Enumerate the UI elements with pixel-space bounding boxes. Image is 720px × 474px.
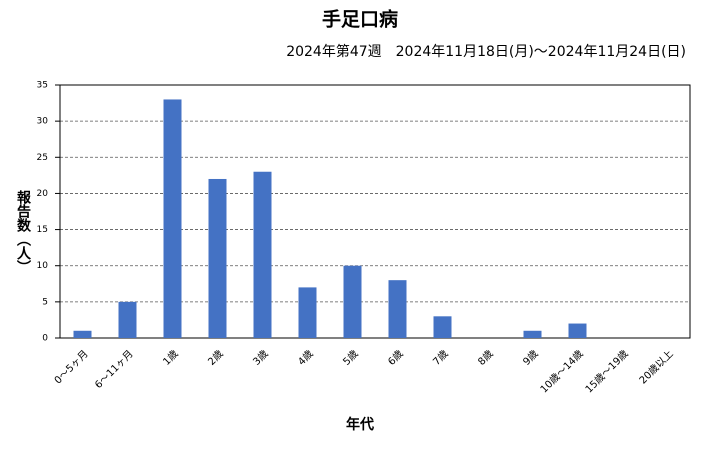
y-tick-label: 25 [37, 153, 48, 163]
x-tick-label: 4歳 [296, 348, 316, 368]
x-tick-label: 20歳以上 [637, 348, 676, 387]
chart-subtitle: 2024年第47週 2024年11月18日(月)～2024年11月24日(日) [286, 43, 686, 60]
x-tick-label: 5歳 [341, 348, 361, 368]
bar [298, 287, 317, 338]
bar [208, 178, 227, 338]
x-tick-label: 0～5ヶ月 [52, 348, 91, 387]
x-tick-label: 7歳 [431, 348, 451, 368]
x-tick-label: 3歳 [251, 348, 271, 368]
bar [568, 323, 587, 338]
y-tick-label: 10 [37, 261, 49, 271]
x-tick-label: 6～11ヶ月 [93, 348, 136, 391]
y-tick-label: 20 [37, 189, 49, 199]
y-tick-label: 30 [37, 117, 49, 127]
x-tick-label: 9歳 [521, 348, 541, 368]
x-tick-label: 6歳 [386, 348, 406, 368]
x-tick-label: 15歳～19歳 [583, 348, 631, 396]
bar [253, 171, 272, 338]
y-tick-label: 15 [37, 225, 48, 235]
bar [73, 330, 92, 338]
y-axis-label: 報告数（人） [15, 189, 32, 274]
x-tick-label: 1歳 [161, 348, 181, 368]
y-tick-label: 5 [42, 297, 48, 307]
x-tick-label: 8歳 [476, 348, 496, 368]
bar [523, 330, 542, 338]
bar [343, 265, 362, 338]
x-tick-label: 10歳～14歳 [538, 348, 586, 396]
chart-title: 手足口病 [322, 8, 398, 31]
bar [433, 316, 452, 338]
bar [163, 99, 182, 338]
plot-frame [59, 84, 691, 339]
bar [118, 301, 137, 338]
x-axis-label: 年代 [346, 416, 374, 433]
x-tick-label: 2歳 [206, 348, 226, 368]
y-tick-label: 0 [42, 334, 48, 344]
y-tick-label: 35 [37, 81, 48, 91]
bar [388, 280, 407, 338]
